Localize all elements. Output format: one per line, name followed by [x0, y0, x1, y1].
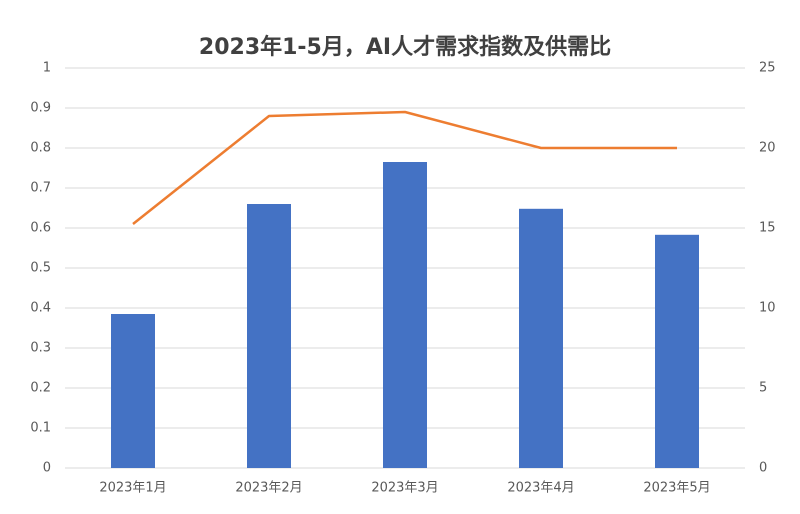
y-tick-label: 0.2: [30, 381, 51, 396]
x-tick-label: 2023年4月: [507, 481, 574, 496]
y-tick-label: 0.1: [30, 421, 51, 436]
y2-tick-label: 15: [759, 221, 776, 236]
bar: [247, 204, 291, 468]
y-tick-label: 0: [43, 461, 51, 476]
y-tick-label: 0.4: [30, 301, 51, 316]
chart-title: 2023年1-5月，AI人才需求指数及供需比: [199, 34, 611, 60]
bar: [655, 234, 699, 468]
bar: [383, 162, 427, 468]
bar: [111, 314, 155, 468]
bar: [519, 208, 563, 469]
y2-tick-label: 25: [759, 61, 776, 76]
y2-tick-label: 0: [759, 461, 767, 476]
x-tick-label: 2023年3月: [371, 481, 438, 496]
y2-tick-label: 10: [759, 301, 776, 316]
y2-tick-label: 5: [759, 381, 767, 396]
y2-tick-label: 20: [759, 141, 776, 156]
y-tick-label: 1: [43, 61, 51, 76]
x-tick-label: 2023年1月: [99, 481, 166, 496]
y-tick-label: 0.7: [30, 181, 51, 196]
y-tick-label: 0.6: [30, 221, 51, 236]
x-tick-label: 2023年5月: [643, 481, 710, 496]
y-tick-label: 0.5: [30, 261, 51, 276]
y-tick-label: 0.9: [30, 101, 51, 116]
y-tick-label: 0.8: [30, 141, 51, 156]
x-tick-label: 2023年2月: [235, 481, 302, 496]
line: [132, 110, 677, 225]
y-tick-label: 0.3: [30, 341, 51, 356]
